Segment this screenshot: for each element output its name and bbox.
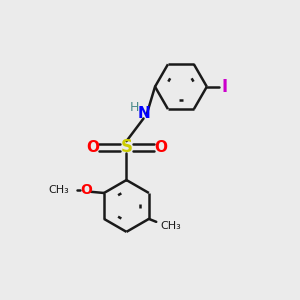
Text: CH₃: CH₃ xyxy=(161,221,182,231)
Text: O: O xyxy=(80,183,92,197)
Text: I: I xyxy=(221,78,228,96)
Text: H: H xyxy=(130,101,140,114)
Text: O: O xyxy=(154,140,167,154)
Text: N: N xyxy=(137,106,150,121)
Text: CH₃: CH₃ xyxy=(49,185,70,195)
Text: O: O xyxy=(86,140,99,154)
Text: S: S xyxy=(120,138,132,156)
